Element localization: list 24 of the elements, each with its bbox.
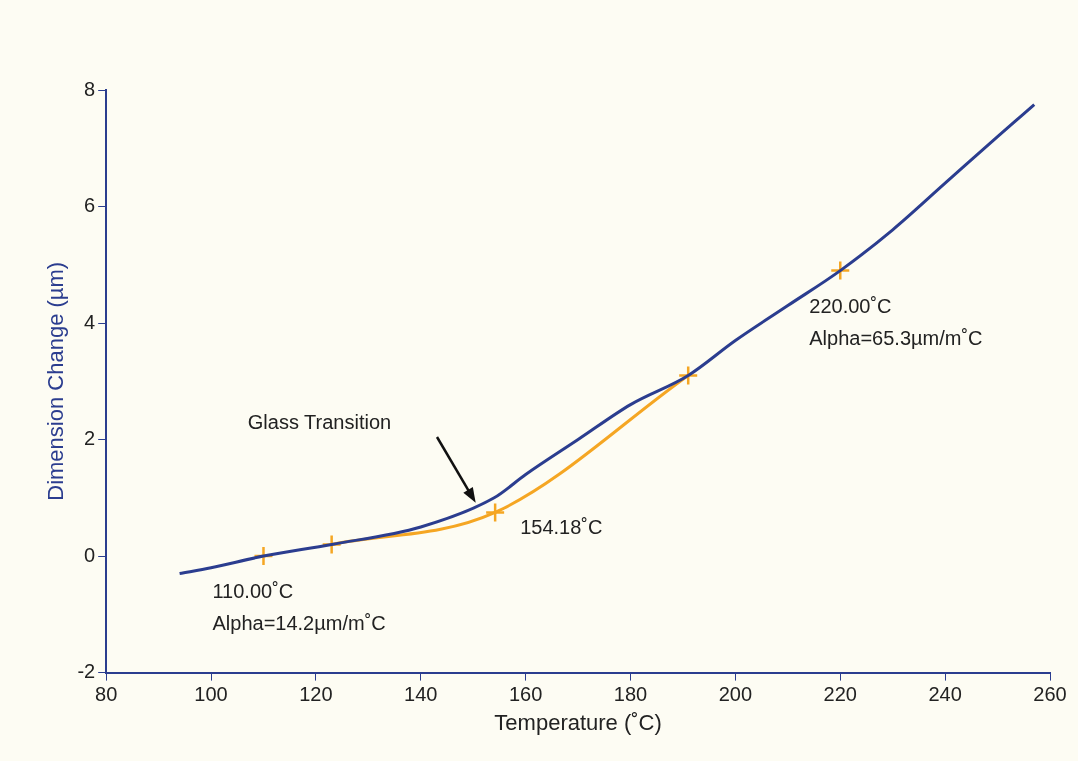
- y-tick-label: 8: [84, 77, 96, 100]
- x-tick-label: 180: [613, 683, 648, 706]
- point: [484, 502, 506, 523]
- annotation: Glass Transition: [247, 410, 392, 433]
- y-tick-label: 4: [84, 310, 96, 333]
- y-tick-label: 0: [84, 543, 96, 566]
- x-tick-label: 160: [508, 683, 543, 706]
- x-tick-label: 80: [95, 683, 118, 706]
- annotation: 220.00˚C Alpha=65.3µm/m˚C: [809, 295, 983, 350]
- annotation: 110.00˚C Alpha=14.2µm/m˚C: [212, 579, 386, 634]
- x-tick-label: 260: [1033, 683, 1067, 706]
- x-tick-label: 240: [928, 683, 962, 706]
- x-tick-label: 120: [299, 683, 333, 706]
- x-tick-label: 220: [823, 683, 857, 706]
- x-tick-label: 140: [404, 683, 438, 706]
- y-tick-label: 6: [84, 194, 96, 217]
- annotation: 154.18˚C: [520, 515, 603, 538]
- line-series: [178, 103, 1036, 576]
- y-tick-label: -2: [77, 660, 96, 683]
- x-tick-label: 100: [194, 683, 228, 706]
- y-tick-label: 2: [84, 427, 96, 450]
- x-axis-title: Temperature (˚C): [494, 709, 662, 735]
- y-axis-title: Dimension Change (µm): [43, 261, 69, 501]
- x-tick-label: 200: [718, 683, 753, 706]
